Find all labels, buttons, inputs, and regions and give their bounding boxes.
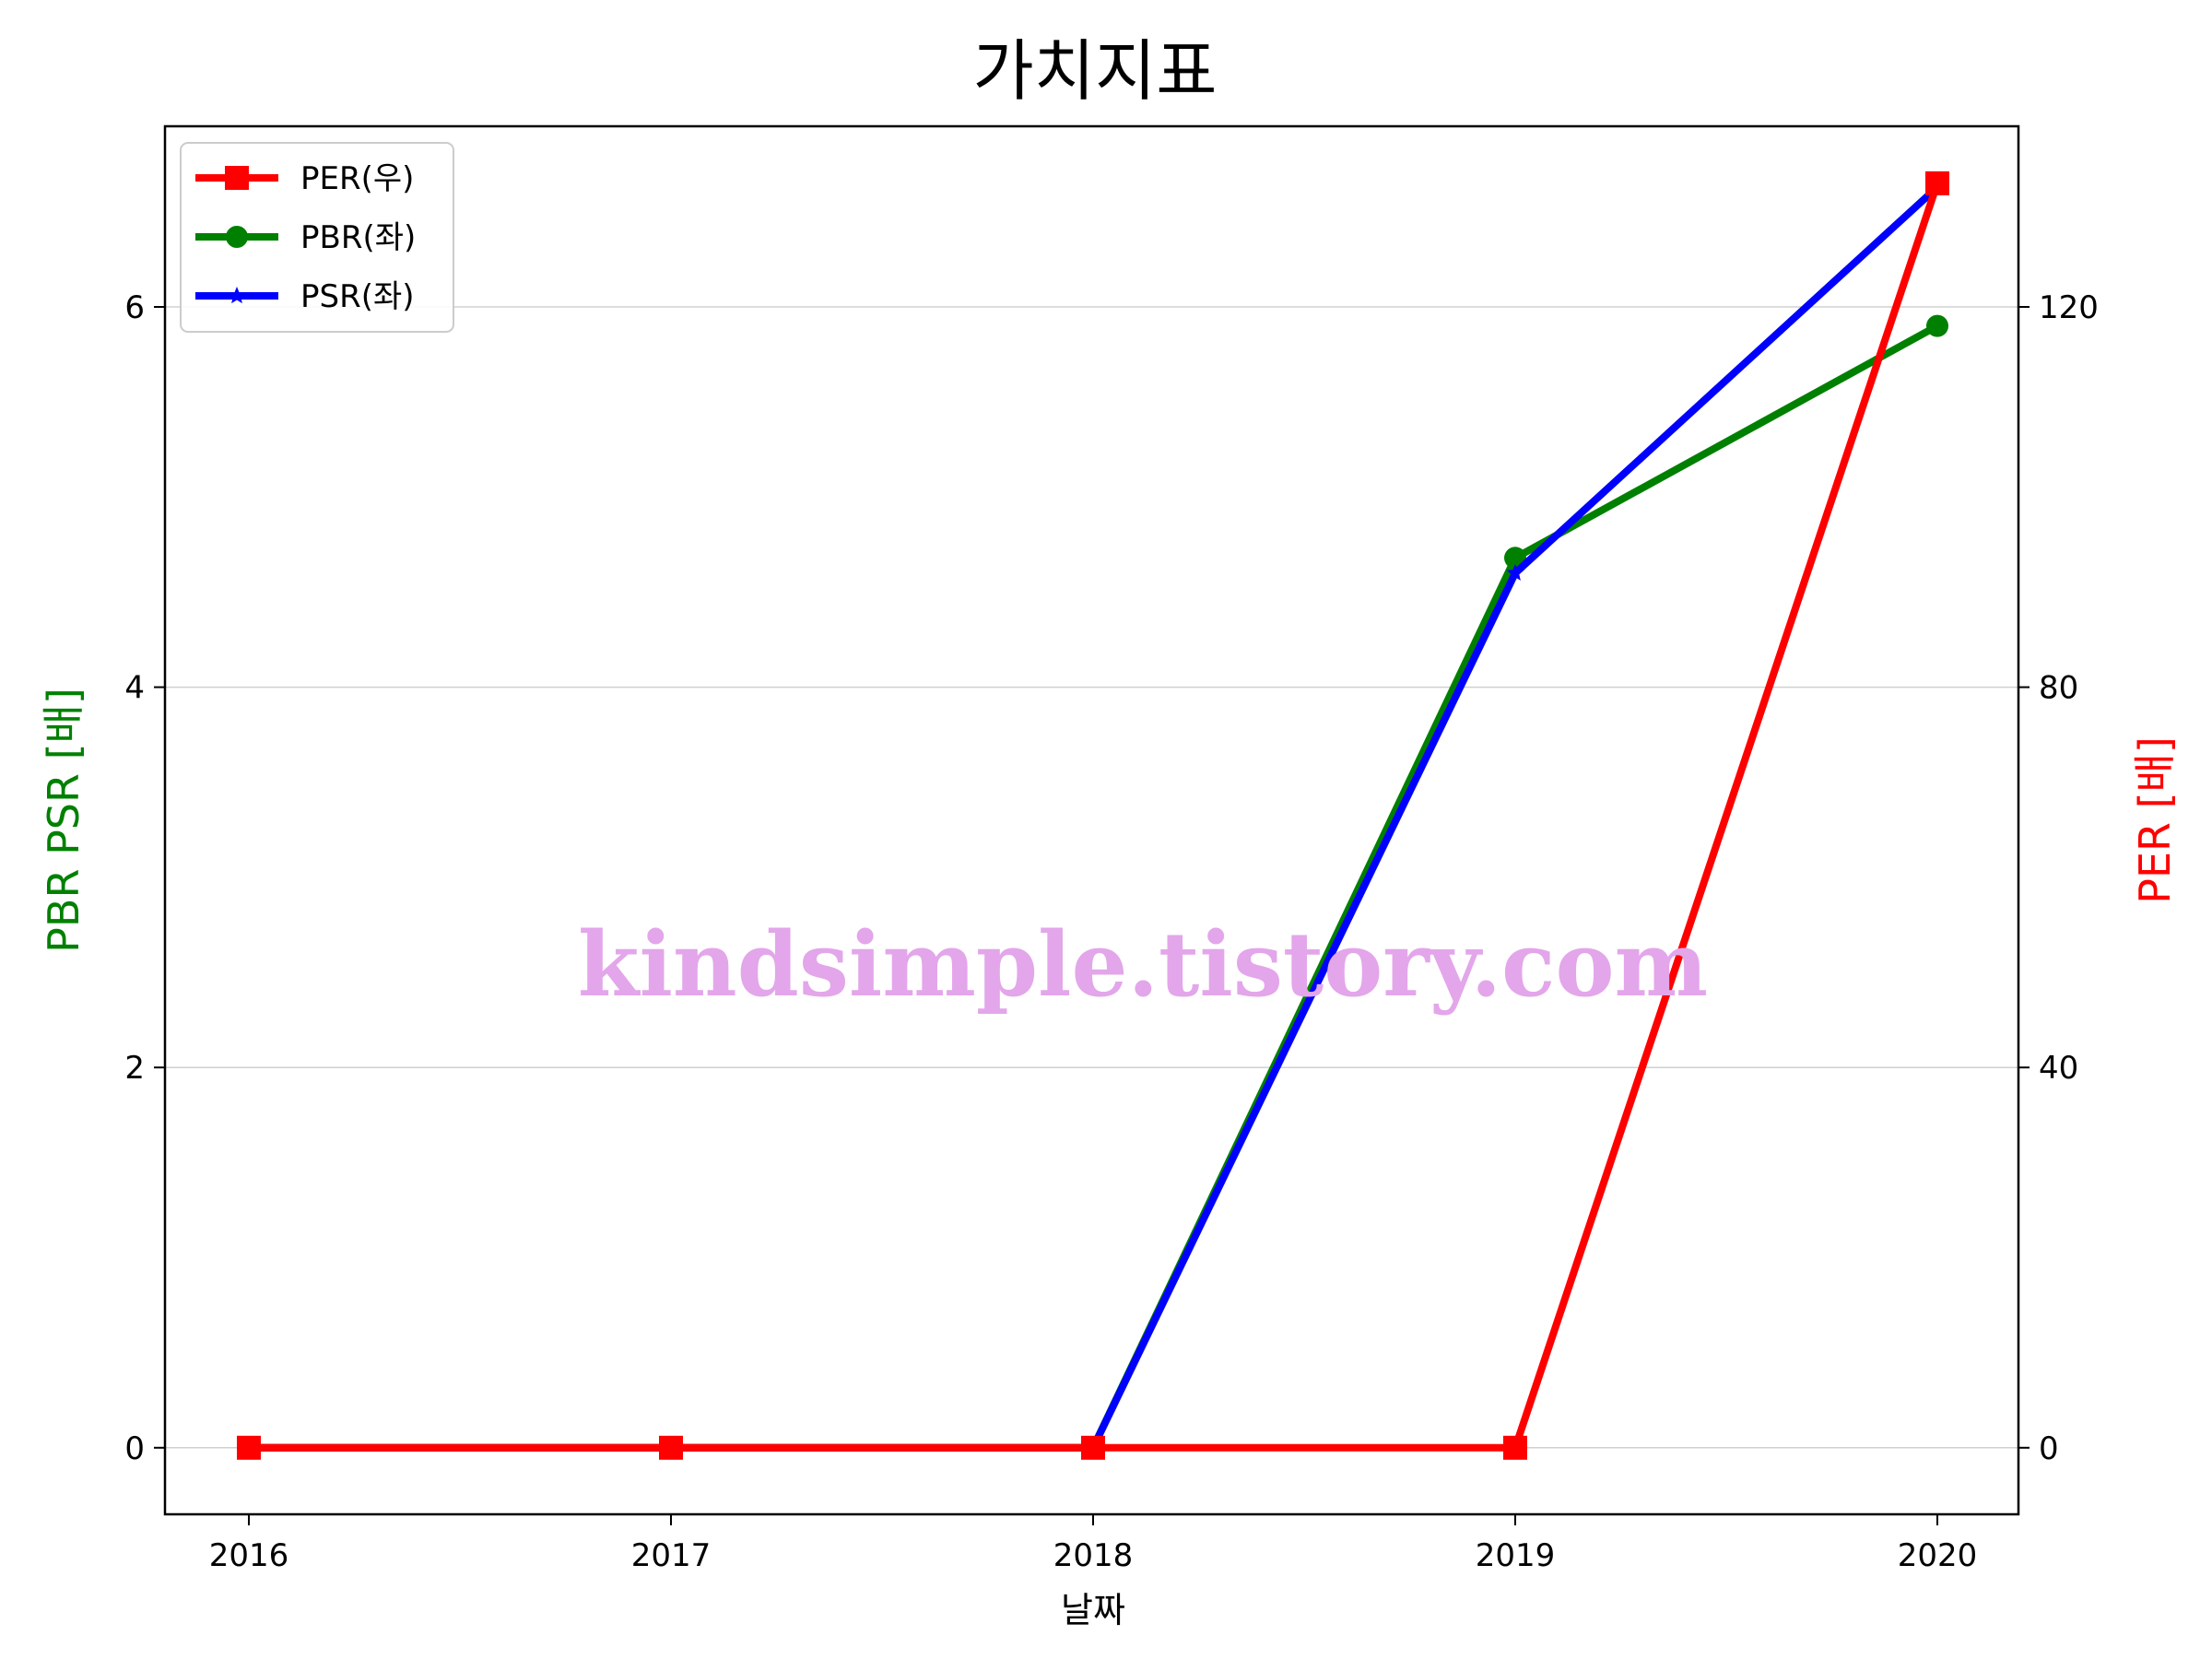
data-point-star bbox=[228, 287, 246, 304]
chart-title: 가치지표 bbox=[973, 32, 1218, 110]
data-point-square bbox=[225, 166, 249, 190]
series-line bbox=[249, 323, 1939, 1452]
data-point-circle bbox=[226, 226, 248, 248]
series-per bbox=[237, 171, 1949, 1460]
y-left-tick-label: 6 bbox=[124, 289, 145, 326]
x-tick-label: 2018 bbox=[1053, 1537, 1134, 1574]
data-point-square bbox=[1081, 1435, 1105, 1460]
data-point-square bbox=[1503, 1435, 1527, 1460]
y-right-tick-label: 120 bbox=[2039, 289, 2099, 326]
data-point-square bbox=[237, 1435, 261, 1460]
legend-label: PER(우) bbox=[300, 160, 414, 197]
data-point-square bbox=[659, 1435, 683, 1460]
y-right-tick-label: 80 bbox=[2039, 670, 2078, 707]
grid-lines bbox=[165, 306, 2018, 1449]
legend-item: PSR(좌) bbox=[195, 278, 415, 315]
y-axis-right: 0 40 80 120 bbox=[2018, 289, 2099, 1467]
y-left-tick-label: 4 bbox=[124, 670, 145, 707]
y-axis-left: 0 2 4 6 bbox=[124, 289, 165, 1467]
x-axis: 2016 2017 2018 2019 2020 bbox=[209, 1514, 1978, 1574]
y-left-tick-label: 2 bbox=[124, 1050, 145, 1087]
y-axis-right-label: PER [배] bbox=[2130, 736, 2180, 904]
legend-item: PER(우) bbox=[195, 160, 414, 197]
watermark-text: kindsimple.tistory.com bbox=[578, 912, 1708, 1017]
x-tick-label: 2020 bbox=[1898, 1537, 1978, 1574]
series-pbr bbox=[238, 314, 1948, 1459]
series-line bbox=[249, 184, 1940, 1452]
data-point-star bbox=[1506, 563, 1524, 581]
data-point-circle bbox=[1926, 314, 1948, 337]
data-point-square bbox=[1925, 171, 1949, 195]
series-layer bbox=[237, 171, 1949, 1460]
x-tick-label: 2019 bbox=[1476, 1537, 1556, 1574]
x-axis-label: 날짜 bbox=[1061, 1590, 1125, 1630]
series-psr bbox=[240, 178, 1947, 1455]
y-right-tick-label: 0 bbox=[2039, 1430, 2059, 1467]
legend-box bbox=[180, 142, 454, 333]
y-left-tick-label: 0 bbox=[124, 1430, 145, 1467]
y-axis-left-label: PBR PSR [배] bbox=[39, 688, 88, 953]
legend-label: PBR(좌) bbox=[300, 219, 416, 256]
x-tick-label: 2016 bbox=[209, 1537, 289, 1574]
series-line bbox=[249, 182, 1941, 1452]
legend-item: PBR(좌) bbox=[195, 219, 416, 256]
x-tick-label: 2017 bbox=[631, 1537, 712, 1574]
legend-label: PSR(좌) bbox=[300, 278, 415, 315]
legend: PER(우) PBR(좌) PSR(좌) bbox=[180, 142, 454, 333]
plot-area-frame bbox=[163, 124, 2020, 1516]
y-right-tick-label: 40 bbox=[2039, 1050, 2078, 1087]
